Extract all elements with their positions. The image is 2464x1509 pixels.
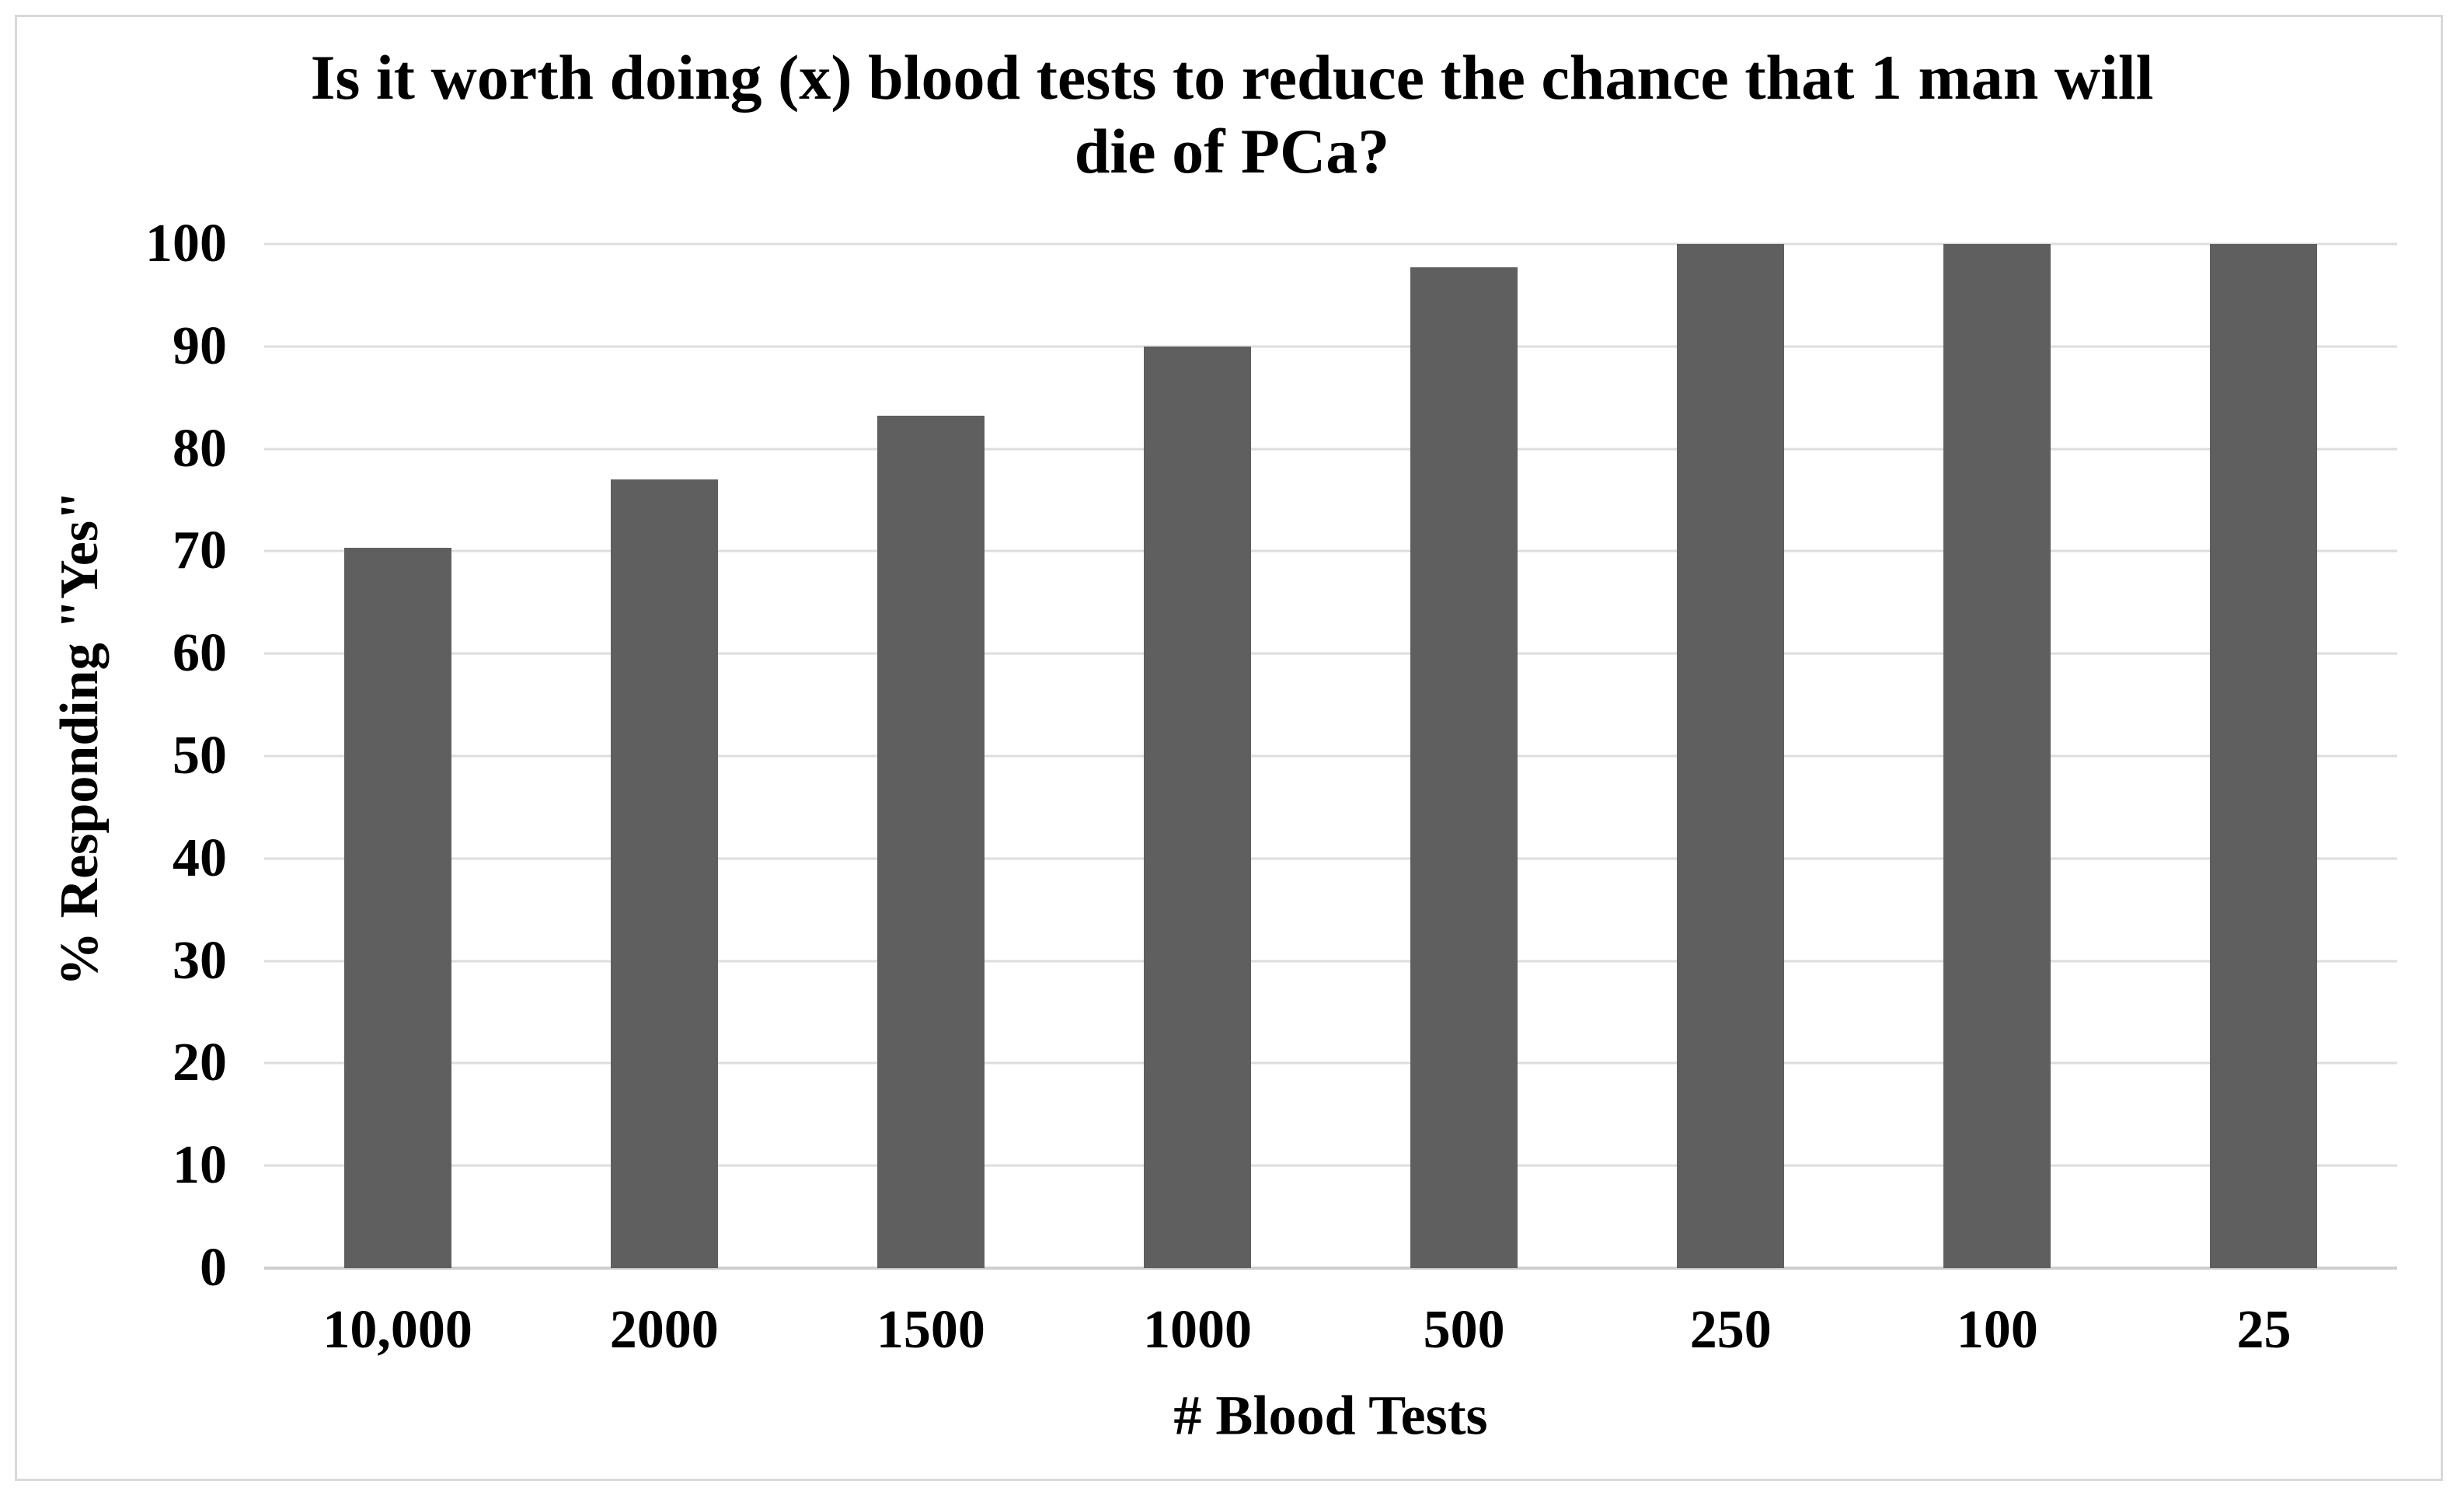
x-tick-label-500: 500 xyxy=(1423,1300,1505,1360)
x-tick-label-250: 250 xyxy=(1689,1300,1772,1360)
plot-area xyxy=(264,242,2397,1270)
gridline-10 xyxy=(264,1164,2397,1167)
x-tick-label-2000: 2000 xyxy=(609,1300,719,1360)
y-tick-label-0: 0 xyxy=(200,1238,227,1298)
bar-250 xyxy=(1677,244,1785,1268)
bar-500 xyxy=(1410,267,1518,1268)
x-tick-label-100: 100 xyxy=(1956,1300,2038,1360)
bar-2000 xyxy=(610,479,718,1268)
gridline-60 xyxy=(264,652,2397,655)
gridline-80 xyxy=(264,448,2397,451)
gridline-70 xyxy=(264,549,2397,552)
x-axis-title: # Blood Tests xyxy=(1173,1384,1488,1447)
gridline-20 xyxy=(264,1061,2397,1065)
x-tick-label-1000: 1000 xyxy=(1142,1300,1252,1360)
y-tick-label-10: 10 xyxy=(173,1135,227,1196)
y-tick-label-40: 40 xyxy=(173,828,227,888)
x-tick-label-10000: 10,000 xyxy=(322,1300,472,1360)
chart-title-line2: die of PCa? xyxy=(1074,116,1390,187)
bar-1500 xyxy=(877,416,985,1268)
y-tick-label-50: 50 xyxy=(173,726,227,786)
gridline-100 xyxy=(264,242,2397,246)
gridline-90 xyxy=(264,345,2397,348)
y-tick-label-30: 30 xyxy=(173,930,227,991)
gridline-30 xyxy=(264,960,2397,963)
x-axis-line xyxy=(264,1267,2397,1270)
gridline-50 xyxy=(264,754,2397,758)
y-tick-label-90: 90 xyxy=(173,315,227,376)
y-tick-label-60: 60 xyxy=(173,623,227,684)
y-tick-label-20: 20 xyxy=(173,1033,227,1093)
x-tick-label-25: 25 xyxy=(2236,1300,2291,1360)
gridline-40 xyxy=(264,857,2397,860)
chart-border xyxy=(15,15,2443,1481)
y-tick-label-80: 80 xyxy=(173,418,227,479)
y-tick-label-100: 100 xyxy=(145,214,227,274)
y-tick-label-70: 70 xyxy=(173,521,227,581)
bar-25 xyxy=(2210,244,2318,1268)
bar-1000 xyxy=(1143,346,1251,1268)
chart-title-line1: Is it worth doing (x) blood tests to red… xyxy=(310,42,2154,113)
bar-100 xyxy=(1943,244,2051,1268)
x-tick-label-1500: 1500 xyxy=(876,1300,985,1360)
bar-10000 xyxy=(343,548,451,1268)
chart-title: Is it worth doing (x) blood tests to red… xyxy=(0,40,2464,188)
